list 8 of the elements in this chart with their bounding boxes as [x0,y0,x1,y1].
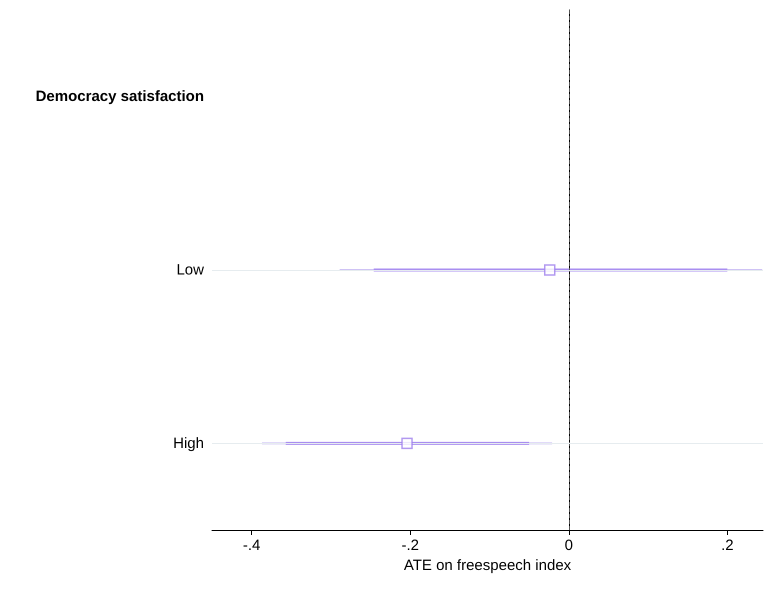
y-tick-label: Low [176,262,204,278]
x-tick-label: -.2 [401,537,419,554]
x-tick-label: 0 [564,537,573,554]
y-tick-label: Democracy satisfaction [36,88,204,106]
x-axis-title: ATE on freespeech index [404,556,572,574]
x-tick-label: -.4 [242,537,260,554]
y-tick-label: High [173,434,204,452]
x-tick-label: .2 [721,537,734,554]
